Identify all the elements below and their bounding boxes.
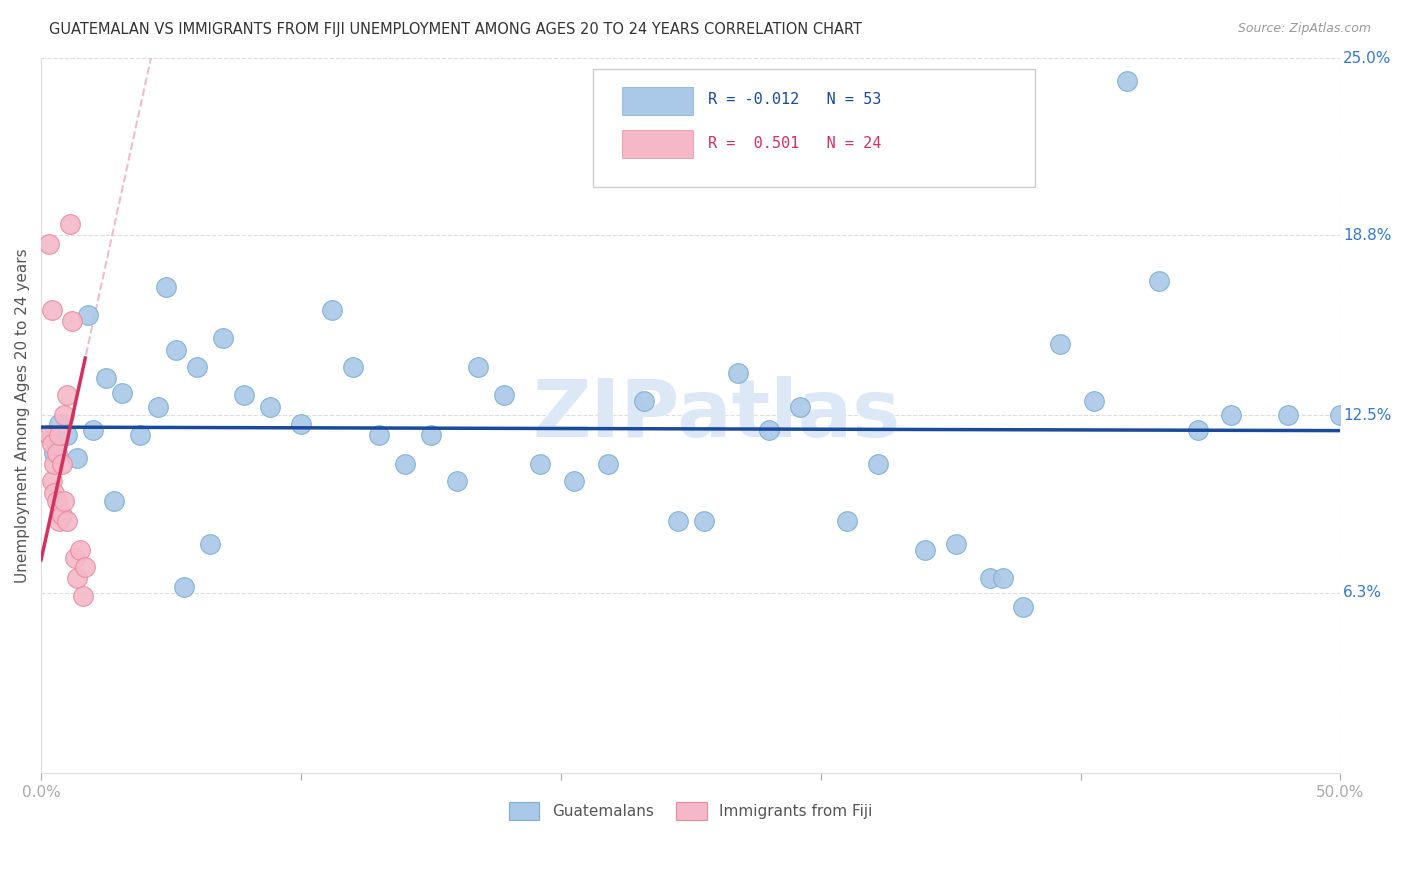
Point [60,314,83,328]
Point [48,514,70,528]
Point [186,359,208,374]
Point [53,409,76,423]
Point [1116,74,1139,88]
Point [259,400,281,414]
Point [492,388,515,402]
Point [51,457,73,471]
Point [232,388,254,402]
Point [991,571,1014,585]
Point [42,457,65,471]
Point [77,309,100,323]
Text: ZIPatlas: ZIPatlas [533,376,901,454]
Point [529,457,551,471]
Point [446,474,468,488]
Text: 6.3%: 6.3% [1343,585,1382,600]
Point [103,494,125,508]
Point [693,514,716,528]
Point [212,331,235,345]
Point [1329,409,1351,423]
Text: R =  0.501   N = 24: R = 0.501 N = 24 [707,136,882,152]
Point [155,280,177,294]
Point [69,542,91,557]
Point [596,457,619,471]
Point [1083,394,1105,409]
Text: 18.8%: 18.8% [1343,227,1392,243]
Point [48,417,70,431]
Point [38,237,60,252]
Point [368,428,391,442]
Point [41,437,63,451]
Point [198,537,221,551]
Point [727,366,749,380]
Point [41,474,63,488]
Point [789,400,811,414]
Point [66,451,89,466]
Point [63,551,86,566]
Text: GUATEMALAN VS IMMIGRANTS FROM FIJI UNEMPLOYMENT AMONG AGES 20 TO 24 YEARS CORREL: GUATEMALAN VS IMMIGRANTS FROM FIJI UNEMP… [49,22,862,37]
Point [111,385,134,400]
Point [1277,409,1299,423]
Point [75,560,97,574]
Point [51,508,73,523]
Point [1187,423,1209,437]
Point [45,445,67,459]
Point [1220,409,1243,423]
Point [66,571,89,585]
Point [979,571,1001,585]
FancyBboxPatch shape [621,129,693,158]
Point [53,494,76,508]
Point [666,514,689,528]
Point [48,428,70,442]
Point [42,445,65,459]
Point [56,388,79,402]
Legend: Guatemalans, Immigrants from Fiji: Guatemalans, Immigrants from Fiji [503,796,879,826]
Point [94,371,117,385]
Point [173,580,195,594]
Y-axis label: Unemployment Among Ages 20 to 24 years: Unemployment Among Ages 20 to 24 years [15,248,30,582]
Point [45,494,67,508]
Text: 12.5%: 12.5% [1343,408,1392,423]
Point [633,394,655,409]
Point [146,400,169,414]
Point [56,428,79,442]
Point [342,359,364,374]
Point [1147,274,1170,288]
Point [835,514,858,528]
Text: 25.0%: 25.0% [1343,51,1392,66]
Point [945,537,967,551]
Point [419,428,441,442]
Point [128,428,150,442]
Point [1049,337,1071,351]
Text: Source: ZipAtlas.com: Source: ZipAtlas.com [1237,22,1371,36]
Point [467,359,489,374]
Point [290,417,312,431]
Text: R = -0.012   N = 53: R = -0.012 N = 53 [707,92,882,107]
FancyBboxPatch shape [621,87,693,115]
Point [394,457,416,471]
Point [56,514,79,528]
FancyBboxPatch shape [593,69,1035,186]
Point [41,302,63,317]
Point [82,423,104,437]
Point [321,302,343,317]
Point [38,428,60,442]
Point [562,474,585,488]
Point [866,457,889,471]
Point [72,589,94,603]
Point [38,428,60,442]
Point [1012,599,1035,614]
Point [165,343,187,357]
Point [42,485,65,500]
Point [59,217,82,231]
Point [914,542,936,557]
Point [758,423,780,437]
